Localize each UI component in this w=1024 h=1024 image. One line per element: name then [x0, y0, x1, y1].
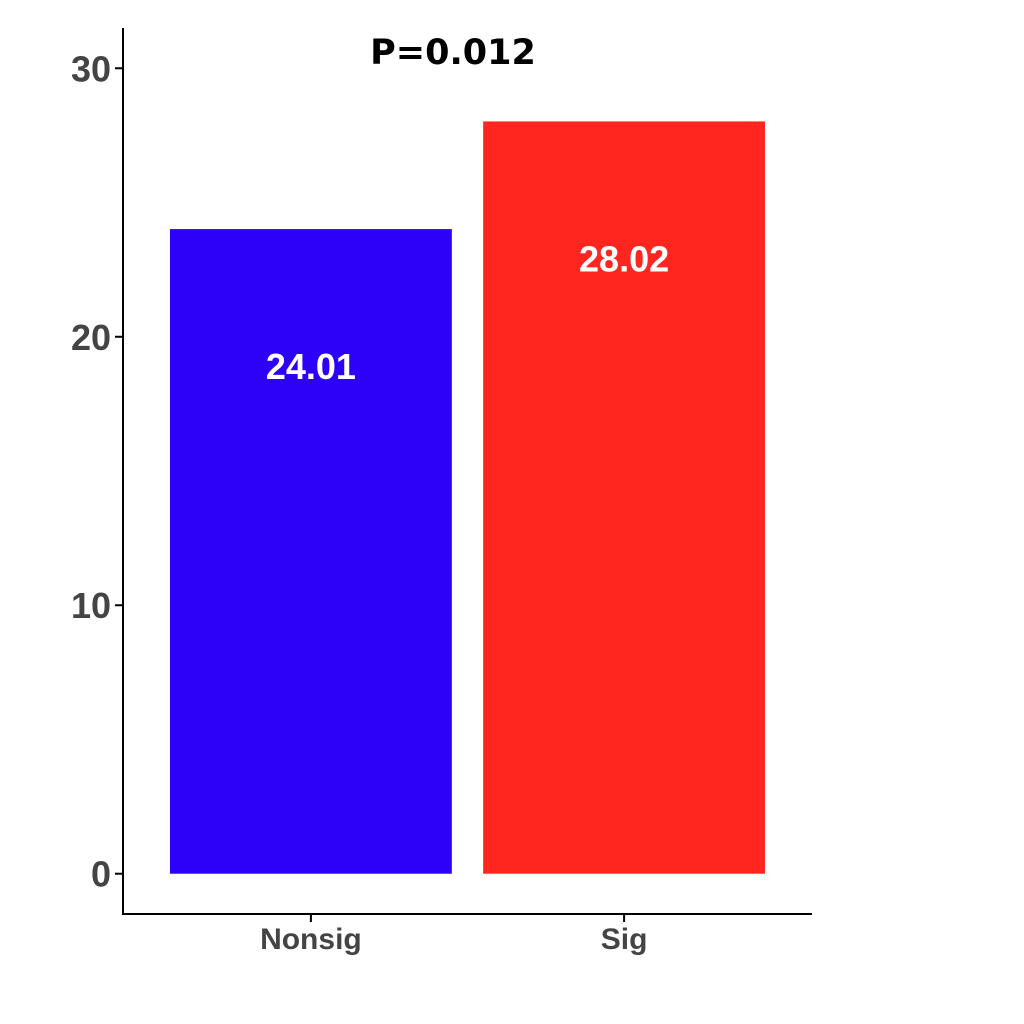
bar-nonsig: [169, 229, 452, 874]
bar-sig: [483, 121, 766, 874]
x-axis: Nonsig Sig: [122, 913, 812, 956]
bar-value-label-sig: 28.02: [579, 238, 669, 279]
y-tick-label-10: 10: [71, 585, 111, 626]
bars-group: [169, 121, 766, 874]
bar-value-label-nonsig: 24.01: [266, 346, 356, 387]
y-axis: 0 10 20 30: [71, 28, 124, 914]
y-tick-label-30: 30: [71, 48, 111, 89]
x-tick-label-sig: Sig: [601, 923, 648, 956]
p-value-annotation: P=0.012: [370, 33, 536, 73]
y-tick-label-0: 0: [91, 854, 111, 895]
bar-labels-group: 24.01 28.02: [266, 238, 669, 387]
x-tick-label-nonsig: Nonsig: [260, 923, 362, 956]
y-tick-label-20: 20: [71, 317, 111, 358]
